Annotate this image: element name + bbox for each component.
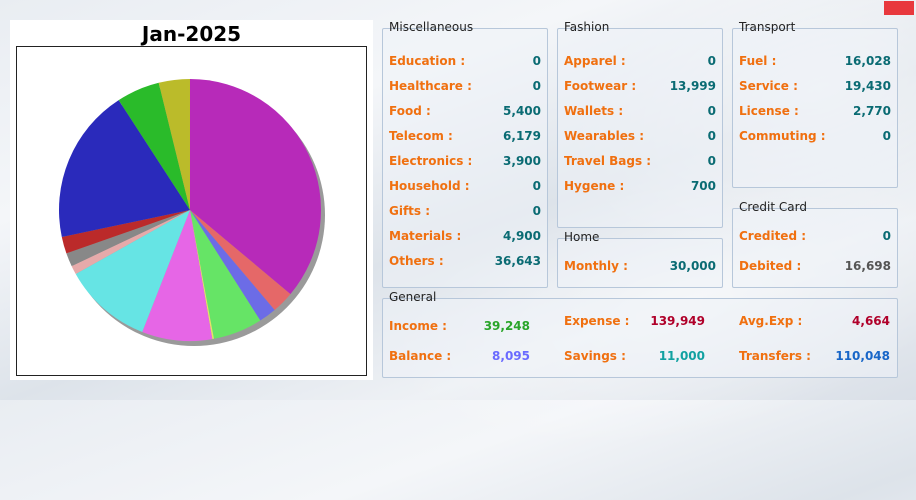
transfers-label: Transfers :: [739, 349, 811, 363]
pie-slice: [118, 82, 190, 210]
avg-exp-label: Avg.Exp :: [739, 314, 803, 328]
misc-panel: Miscellaneous Education : 0 Healthcare : 0 F…: [382, 20, 548, 288]
pie-slice: [59, 100, 190, 237]
fashion-item-label: Wearables :: [564, 129, 645, 143]
fashion-item-label: Apparel :: [564, 54, 626, 68]
fashion-item-label: Wallets :: [564, 104, 624, 118]
debited-label: Debited :: [739, 259, 802, 273]
fashion-item-value: 0: [707, 154, 716, 168]
home-monthly-label: Monthly :: [564, 259, 628, 273]
misc-item-label: Materials :: [389, 229, 462, 243]
chart-title: Jan-2025: [141, 22, 242, 46]
pie-slice: [71, 210, 190, 275]
misc-item-value: 0: [532, 179, 541, 193]
fashion-item-label: Footwear :: [564, 79, 637, 93]
misc-item-value: 5,400: [503, 104, 541, 118]
general-panel: General Income : 39,248 Balance : 8,095 …: [382, 290, 898, 378]
transport-item-value: 16,028: [844, 54, 891, 68]
pie-slice: [190, 210, 291, 310]
transport-item-label: Commuting :: [739, 129, 826, 143]
expense-value: 139,949: [650, 314, 705, 328]
misc-item-value: 4,900: [503, 229, 541, 243]
pie-slice: [190, 210, 261, 339]
misc-item-value: 0: [532, 54, 541, 68]
debited-value: 16,698: [844, 259, 891, 273]
transport-panel: Transport Fuel : 16,028 Service : 19,430 Lic…: [732, 20, 898, 188]
credited-value: 0: [882, 229, 891, 243]
pie-slice: [190, 210, 214, 340]
transfers-value: 110,048: [835, 349, 890, 363]
transport-title: Transport: [739, 20, 796, 34]
misc-item-label: Healthcare :: [389, 79, 472, 93]
fashion-item-label: Travel Bags :: [564, 154, 652, 168]
misc-item-value: 6,179: [503, 129, 541, 143]
fashion-panel: Fashion Apparel : 0 Footwear : 13,999 Wallet…: [557, 20, 723, 228]
misc-item-value: 3,900: [503, 154, 541, 168]
income-label: Income :: [389, 319, 447, 333]
balance-label: Balance :: [389, 349, 452, 363]
misc-item-value: 0: [532, 204, 541, 218]
misc-item-label: Telecom :: [389, 129, 453, 143]
balance-value: 8,095: [492, 349, 530, 363]
pie-slice: [158, 79, 190, 210]
savings-value: 11,000: [658, 349, 705, 363]
transport-item-value: 19,430: [844, 79, 891, 93]
transport-item-label: License :: [739, 104, 799, 118]
savings-label: Savings :: [564, 349, 626, 363]
misc-item-label: Gifts :: [389, 204, 431, 218]
misc-item-label: Electronics :: [389, 154, 473, 168]
home-title: Home: [564, 230, 600, 244]
misc-title: Miscellaneous: [389, 20, 474, 34]
misc-item-value: 36,643: [494, 254, 541, 268]
transport-item-label: Fuel :: [739, 54, 777, 68]
close-button[interactable]: [884, 1, 914, 15]
chart-panel: Jan-2025: [10, 20, 373, 380]
expense-label: Expense :: [564, 314, 630, 328]
fashion-item-value: 0: [707, 129, 716, 143]
general-title: General: [389, 290, 437, 304]
fashion-item-value: 0: [707, 104, 716, 118]
pie-slice: [190, 210, 275, 321]
pie-slice: [142, 210, 213, 341]
pie-slice: [75, 210, 190, 332]
transport-item-value: 0: [882, 129, 891, 143]
home-monthly-value: 30,000: [669, 259, 716, 273]
credit-title: Credit Card: [739, 200, 807, 214]
avg-exp-value: 4,664: [852, 314, 890, 328]
fashion-title: Fashion: [564, 20, 610, 34]
fashion-item-label: Hygene :: [564, 179, 625, 193]
fashion-item-value: 13,999: [669, 79, 716, 93]
credit-panel: Credit Card Credited : 0 Debited : 16,69…: [732, 200, 898, 288]
pie-chart: [59, 79, 325, 346]
misc-item-label: Education :: [389, 54, 466, 68]
pie-slice: [61, 210, 191, 254]
misc-item-value: 0: [532, 79, 541, 93]
pie-slice: [190, 79, 322, 295]
transport-item-value: 2,770: [853, 104, 891, 118]
fashion-item-value: 0: [707, 54, 716, 68]
income-value: 39,248: [483, 319, 530, 333]
transport-item-label: Service :: [739, 79, 798, 93]
credited-label: Credited :: [739, 229, 807, 243]
misc-item-label: Household :: [389, 179, 470, 193]
home-panel: Home Monthly : 30,000: [557, 230, 723, 288]
misc-item-label: Others :: [389, 254, 444, 268]
misc-item-label: Food :: [389, 104, 431, 118]
fashion-item-value: 700: [690, 179, 716, 193]
pie-slice: [66, 210, 190, 267]
